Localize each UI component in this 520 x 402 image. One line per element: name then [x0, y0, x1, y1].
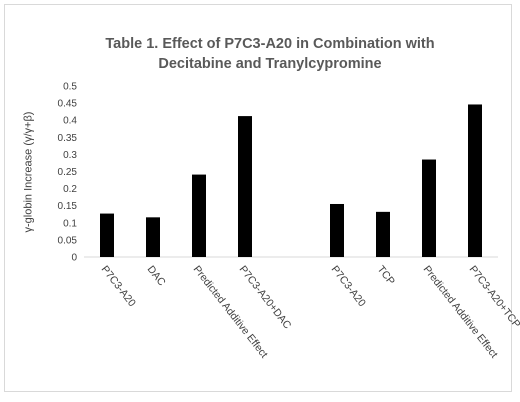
y-tick-label: 0.1 [63, 218, 77, 229]
y-tick-label: 0 [71, 253, 77, 264]
bar [146, 217, 160, 257]
bar [376, 211, 390, 257]
y-tick-label: 0.5 [63, 82, 77, 93]
chart-title: Table 1. Effect of P7C3-A20 in Combinati… [60, 34, 480, 74]
y-tick-label: 0.15 [58, 201, 78, 212]
chart-title-line-2: Decitabine and Tranylcypromine [158, 56, 382, 72]
bar [330, 203, 344, 257]
x-tick-label: DAC [145, 263, 168, 288]
chart-frame [4, 4, 512, 392]
bar [192, 174, 206, 257]
x-tick-label: P7C3-A20 [99, 263, 138, 309]
x-tick-label: P7C3-A20 [329, 263, 368, 309]
bar [100, 213, 114, 257]
bar [238, 116, 252, 257]
y-tick-label: 0.3 [63, 150, 77, 161]
x-tick-label: TCP [375, 263, 397, 287]
bar [422, 159, 436, 257]
bar [468, 104, 482, 257]
chart-title-line-1: Table 1. Effect of P7C3-A20 in Combinati… [105, 36, 435, 52]
y-tick-label: 0.05 [58, 235, 78, 246]
y-tick-label: 0.2 [63, 184, 77, 195]
y-tick-label: 0.45 [58, 99, 78, 110]
y-tick-label: 0.25 [58, 167, 78, 178]
y-tick-label: 0.4 [63, 116, 77, 127]
y-tick-label: 0.35 [58, 133, 78, 144]
